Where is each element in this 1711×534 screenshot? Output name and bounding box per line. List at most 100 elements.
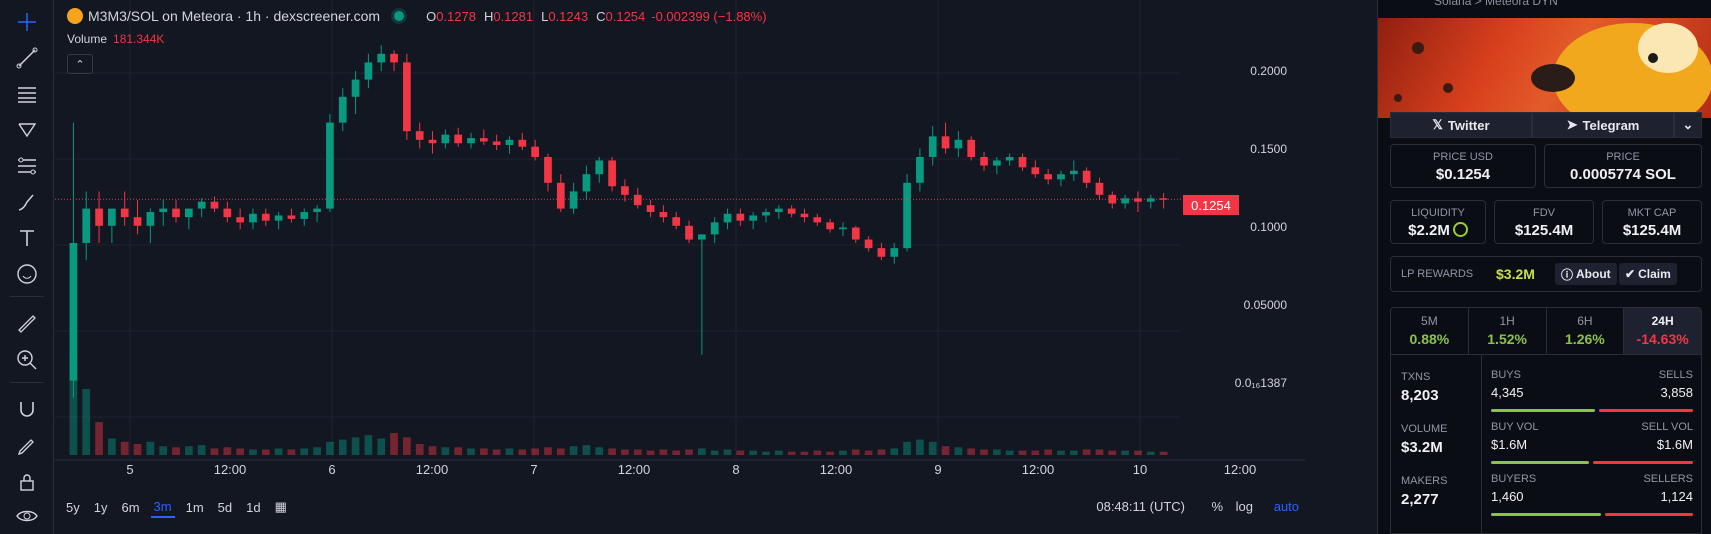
- auto-toggle[interactable]: auto: [1273, 499, 1299, 514]
- buy-vol-label: BUY VOL: [1491, 421, 1539, 433]
- candle-body: [287, 215, 296, 219]
- buy-vol-value: $1.6M: [1491, 437, 1528, 452]
- percent-toggle[interactable]: %: [1211, 499, 1223, 514]
- emoji-icon[interactable]: [10, 258, 44, 290]
- volume-value: $3.2M: [1401, 439, 1443, 456]
- magnet-icon[interactable]: [10, 394, 44, 426]
- timeframe-tabs: 5M 0.88% 1H 1.52% 6H 1.26% 24H -14.63%: [1390, 307, 1702, 355]
- fib-icon[interactable]: [10, 150, 44, 182]
- volume-bar: [903, 441, 911, 455]
- range-5d[interactable]: 5d: [217, 499, 233, 515]
- tab-5m[interactable]: 5M 0.88%: [1391, 308, 1469, 354]
- candle-body: [800, 213, 809, 218]
- candle-body: [428, 139, 437, 144]
- range-1y[interactable]: 1y: [93, 499, 108, 515]
- telegram-button[interactable]: ➤ Telegram: [1532, 112, 1674, 138]
- about-button[interactable]: ⓘ About: [1555, 263, 1617, 285]
- claim-button[interactable]: ✔ Claim: [1619, 263, 1677, 285]
- collapse-legend-button[interactable]: ⌃: [67, 54, 93, 74]
- candle-body: [877, 248, 886, 257]
- sell-vol-label: SELL VOL: [1641, 421, 1693, 433]
- x-icon: 𝕏: [1432, 117, 1443, 132]
- volume-bar: [428, 446, 437, 455]
- more-links-button[interactable]: ⌄: [1674, 112, 1702, 138]
- calendar-icon[interactable]: ▦: [274, 499, 287, 514]
- tab-24h[interactable]: 24H -14.63%: [1624, 308, 1701, 354]
- candle-body: [326, 122, 334, 209]
- volume-bar: [1069, 450, 1078, 455]
- price-chart[interactable]: M3M3/SOL on Meteora · 1h · dexscreener.c…: [55, 0, 1305, 534]
- volume-bar: [1044, 449, 1053, 455]
- tab-change: -14.63%: [1636, 331, 1689, 347]
- sellers-value: 1,124: [1660, 489, 1693, 504]
- eye-icon[interactable]: [10, 500, 44, 532]
- volume-bar: [467, 448, 475, 455]
- lock-icon[interactable]: [10, 466, 44, 498]
- volume-bar: [69, 356, 78, 455]
- pattern-icon[interactable]: [10, 114, 44, 146]
- volume-bar: [133, 444, 142, 455]
- candle-body: [1005, 157, 1014, 161]
- tab-6h[interactable]: 6H 1.26%: [1547, 308, 1625, 354]
- candle-body: [531, 146, 539, 157]
- range-3m[interactable]: 3m: [150, 497, 175, 518]
- candle-body: [621, 186, 629, 195]
- volume-legend: Volume 181.344K: [67, 32, 164, 46]
- makers-value: 2,277: [1401, 491, 1439, 508]
- candle-body: [108, 208, 116, 226]
- candle-body: [954, 139, 963, 149]
- candle-body: [505, 139, 514, 145]
- lp-rewards-label: LP REWARDS: [1401, 268, 1474, 280]
- candle-body: [1082, 170, 1091, 183]
- twitter-button[interactable]: 𝕏 Twitter: [1390, 112, 1532, 138]
- ruler-icon[interactable]: [10, 308, 44, 340]
- candle-body: [723, 213, 732, 223]
- drawing-toolbar: [0, 0, 54, 534]
- volume-bar: [1146, 451, 1155, 455]
- brush-icon[interactable]: [10, 186, 44, 218]
- low-value: 0.1243: [548, 8, 589, 24]
- pencil-lock-icon[interactable]: [10, 430, 44, 462]
- utc-clock[interactable]: 08:48:11 (UTC): [1096, 499, 1185, 514]
- zoom-in-icon[interactable]: [10, 344, 44, 376]
- volume-bar: [813, 450, 822, 455]
- volume-bar: [364, 435, 373, 455]
- horizontal-lines-icon[interactable]: [10, 78, 44, 110]
- trend-line-icon[interactable]: [10, 42, 44, 74]
- change-value: -0.002399 (−1.88%): [651, 8, 767, 24]
- volume-bar: [941, 446, 950, 455]
- candle-body: [1159, 198, 1168, 200]
- telegram-label: Telegram: [1582, 117, 1640, 133]
- candlestick-plot[interactable]: [55, 0, 1305, 534]
- tab-change: 1.26%: [1565, 331, 1605, 347]
- buyers-label: BUYERS: [1491, 473, 1537, 485]
- sells-bar: [1599, 409, 1693, 412]
- tab-1h[interactable]: 1H 1.52%: [1469, 308, 1547, 354]
- volume-bar: [980, 449, 988, 455]
- volume-bar: [595, 447, 604, 455]
- candle-body: [313, 208, 321, 213]
- range-1d[interactable]: 1d: [246, 499, 261, 515]
- candle-body: [133, 217, 142, 226]
- volume-bar: [826, 451, 834, 455]
- tab-label: 1H: [1499, 314, 1515, 328]
- volume-bar: [1057, 450, 1065, 455]
- crosshair-icon[interactable]: [10, 6, 44, 38]
- candle-body: [736, 213, 745, 221]
- volume-bar: [390, 433, 398, 455]
- range-1m[interactable]: 1m: [185, 499, 204, 515]
- range-5y[interactable]: 5y: [66, 499, 80, 515]
- log-toggle[interactable]: log: [1235, 499, 1253, 514]
- candle-body: [851, 227, 860, 240]
- candle-body: [928, 136, 937, 157]
- volume-bar: [1121, 450, 1129, 455]
- token-info-panel: Solana > Meteora DYN 𝕏 Twitter ➤ Telegram …: [1377, 0, 1711, 534]
- volume-bar: [967, 448, 976, 455]
- candle-body: [82, 208, 91, 243]
- volume-bar: [710, 450, 719, 455]
- range-6m[interactable]: 6m: [121, 499, 140, 515]
- candle-body: [223, 208, 232, 218]
- volume-bar: [1082, 449, 1091, 455]
- text-icon[interactable]: [10, 222, 44, 254]
- volume-bar: [184, 446, 193, 455]
